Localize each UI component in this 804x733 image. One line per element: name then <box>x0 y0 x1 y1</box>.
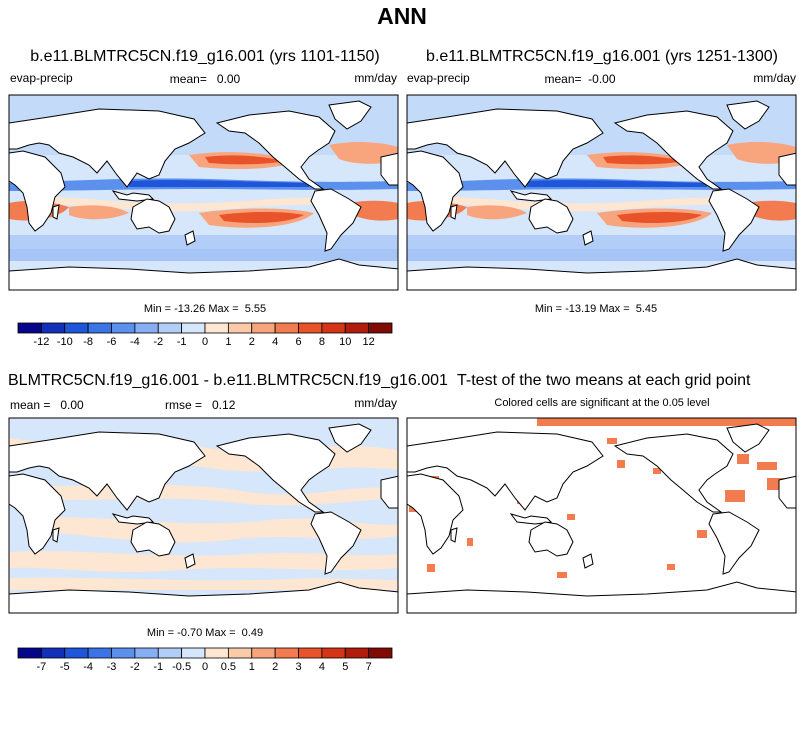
colorbar-box <box>181 647 206 659</box>
map <box>8 417 399 614</box>
colorbar-box <box>274 647 299 659</box>
colorbar-box <box>368 322 393 334</box>
colorbar-label: 2 <box>272 661 278 673</box>
colorbar-box <box>344 322 370 334</box>
colorbar-label: -2 <box>130 661 140 673</box>
colorbar-label: 0 <box>202 661 208 673</box>
colorbar-box <box>134 322 159 334</box>
colorbar-label: -1 <box>177 336 187 348</box>
colorbar-box <box>251 322 276 334</box>
colorbar-label: -2 <box>153 336 163 348</box>
colorbar-label: -7 <box>36 661 46 673</box>
colorbar-box <box>111 647 136 659</box>
colorbar-label: 10 <box>339 336 351 348</box>
colorbar-label: -12 <box>33 336 49 348</box>
panel-variable: evap-precip <box>10 71 73 85</box>
colorbar-label: 3 <box>295 661 301 673</box>
colorbar-box <box>40 647 66 659</box>
colorbar-box <box>87 322 112 334</box>
colorbar-label: 8 <box>319 336 325 348</box>
colorbar-label: 5 <box>342 661 348 673</box>
colorbar-label: -6 <box>107 336 117 348</box>
colorbar-label: 1 <box>225 336 231 348</box>
colorbar-box <box>298 322 323 334</box>
colorbar-box <box>251 647 276 659</box>
panel-subtitle: Colored cells are significant at the 0.0… <box>494 397 709 409</box>
colorbar-box <box>64 322 89 334</box>
colorbar-box <box>157 647 183 659</box>
colorbar-label: 4 <box>319 661 325 673</box>
colorbar-box <box>157 322 183 334</box>
colorbar-label: 7 <box>366 661 372 673</box>
colorbar-label: 2 <box>249 336 255 348</box>
panel-mean: mean = 0.00 <box>10 398 84 412</box>
colorbar-label: -5 <box>60 661 70 673</box>
panel-units: mm/day <box>753 71 796 85</box>
map <box>8 94 399 291</box>
colorbar-box <box>17 647 42 659</box>
colorbar-box <box>204 647 229 659</box>
colorbar-box <box>17 322 42 334</box>
colorbar-label: -0.5 <box>172 661 191 673</box>
panel-units: mm/day <box>354 71 397 85</box>
panel-title: b.e11.BLMTRC5CN.f19_g16.001 (yrs 1101-11… <box>30 48 380 65</box>
colorbar-label: -8 <box>83 336 93 348</box>
colorbar-box <box>298 647 323 659</box>
colorbar-box <box>321 647 346 659</box>
colorbar-label: 0.5 <box>221 661 236 673</box>
colorbar-box <box>64 647 89 659</box>
colorbar-label: 12 <box>363 336 375 348</box>
map <box>406 417 797 614</box>
colorbar-box <box>134 647 159 659</box>
colorbar-box <box>40 322 66 334</box>
colorbar-box <box>111 322 136 334</box>
panel-stats: Min = -13.19 Max = 5.45 <box>535 303 657 315</box>
colorbar-box <box>204 322 229 334</box>
colorbar-label: 1 <box>249 661 255 673</box>
colorbar-box <box>87 647 112 659</box>
panel-title: b.e11.BLMTRC5CN.f19_g16.001 (yrs 1251-13… <box>426 48 778 65</box>
colorbar-label: -3 <box>107 661 117 673</box>
colorbar: -12 -10 -8 -6 -4 -2 -1 0 1 2 4 6 8 10 12 <box>17 322 393 348</box>
colorbar-label: 4 <box>272 336 278 348</box>
panel-mean: mean= 0.00 <box>170 72 241 86</box>
colorbar-box <box>227 647 253 659</box>
colorbar-label: -4 <box>130 336 140 348</box>
panel-title: BLMTRC5CN.f19_g16.001 - b.e11.BLMTRC5CN.… <box>8 372 448 389</box>
map <box>406 94 797 291</box>
colorbar-label: 0 <box>202 336 208 348</box>
colorbar-box <box>368 647 393 659</box>
panel-variable: evap-precip <box>407 71 470 85</box>
colorbar-box <box>227 322 253 334</box>
panel-stats: Min = -13.26 Max = 5.55 <box>144 303 266 315</box>
colorbar-label: -4 <box>83 661 93 673</box>
colorbar-box <box>181 322 206 334</box>
colorbar-box <box>321 322 346 334</box>
colorbar-label: 6 <box>295 336 301 348</box>
colorbar-label: -10 <box>57 336 73 348</box>
panel-units: mm/day <box>354 396 397 410</box>
panel-mean: mean= -0.00 <box>544 72 615 86</box>
panel-stats: Min = -0.70 Max = 0.49 <box>147 627 263 639</box>
colorbar: -7 -5 -4 -3 -2 -1 -0.5 0 0.5 1 2 3 4 5 7 <box>17 647 393 673</box>
colorbar-box <box>274 322 299 334</box>
colorbar-label: -1 <box>153 661 163 673</box>
panel-rmse: rmse = 0.12 <box>165 398 236 412</box>
colorbar-box <box>344 647 370 659</box>
panel-title: T-test of the two means at each grid poi… <box>457 372 751 389</box>
figure-title: ANN <box>377 3 427 29</box>
